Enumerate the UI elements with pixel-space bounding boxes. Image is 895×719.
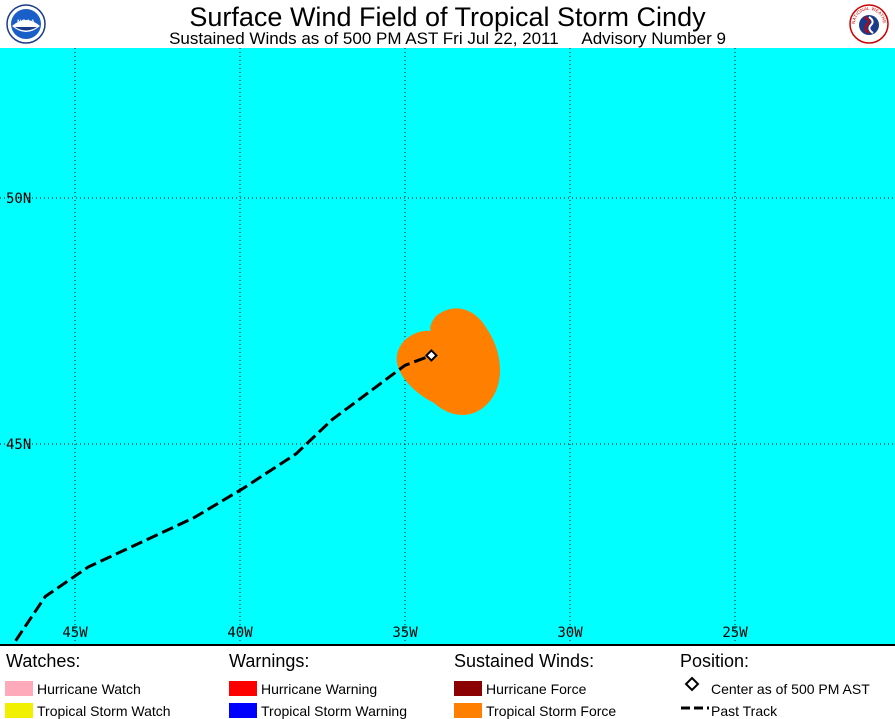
legend-tropical-storm-force-swatch xyxy=(454,703,482,718)
legend-tropical-storm-watch-label: Tropical Storm Watch xyxy=(37,703,171,719)
past-track-dash-icon xyxy=(681,706,709,710)
legend-hurricane-watch-label: Hurricane Watch xyxy=(37,681,141,697)
legend-watches-heading: Watches: xyxy=(6,651,81,671)
latitude-label: 50N xyxy=(6,191,31,207)
legend-hurricane-warning-swatch xyxy=(229,681,257,696)
legend-center-label: Center as of 500 PM AST xyxy=(711,681,870,697)
axis-labels: 50N 45N 45W 40W 35W 30W 25W xyxy=(6,191,748,641)
noaa-logo: NOAA xyxy=(6,4,46,44)
map-canvas: 50N 45N 45W 40W 35W 30W 25W xyxy=(0,48,895,644)
legend-past-track-label: Past Track xyxy=(711,703,778,719)
graticule xyxy=(0,48,895,644)
legend: Watches: Hurricane Watch Tropical Storm … xyxy=(0,644,895,719)
longitude-label: 35W xyxy=(392,625,418,641)
tropical-storm-force-wind-field xyxy=(396,308,501,415)
map-subtitle: Sustained Winds as of 500 PM AST Fri Jul… xyxy=(169,29,726,48)
longitude-label: 45W xyxy=(62,625,88,641)
map-title: Surface Wind Field of Tropical Storm Cin… xyxy=(189,2,706,32)
longitude-label: 40W xyxy=(227,625,253,641)
legend-hurricane-force-label: Hurricane Force xyxy=(486,681,587,697)
latitude-label: 45N xyxy=(6,437,31,453)
map-area: 50N 45N 45W 40W 35W 30W 25W xyxy=(0,48,895,644)
center-diamond-icon xyxy=(684,676,700,692)
legend-warnings-heading: Warnings: xyxy=(229,651,310,671)
legend-hurricane-watch-swatch xyxy=(5,681,33,696)
legend-sustained-winds-heading: Sustained Winds: xyxy=(454,651,595,671)
header: NOAA Surface Wind Field of Tropical Stor… xyxy=(0,0,895,48)
legend-hurricane-force-swatch xyxy=(454,681,482,696)
legend-position-heading: Position: xyxy=(680,651,750,671)
legend-tropical-storm-warning-swatch xyxy=(229,703,257,718)
nws-logo: NATIONAL WEATHER SERVICE xyxy=(849,4,889,44)
svg-text:NOAA: NOAA xyxy=(17,20,35,26)
longitude-label: 30W xyxy=(557,625,583,641)
center-diamond xyxy=(424,349,438,362)
legend-tropical-storm-watch-swatch xyxy=(5,703,33,718)
legend-tropical-storm-force-label: Tropical Storm Force xyxy=(486,703,617,719)
legend-tropical-storm-warning-label: Tropical Storm Warning xyxy=(261,703,408,719)
longitude-label: 25W xyxy=(722,625,748,641)
storm-center-marker xyxy=(424,349,438,362)
past-track-line xyxy=(14,353,432,642)
legend-hurricane-warning-label: Hurricane Warning xyxy=(261,681,378,697)
